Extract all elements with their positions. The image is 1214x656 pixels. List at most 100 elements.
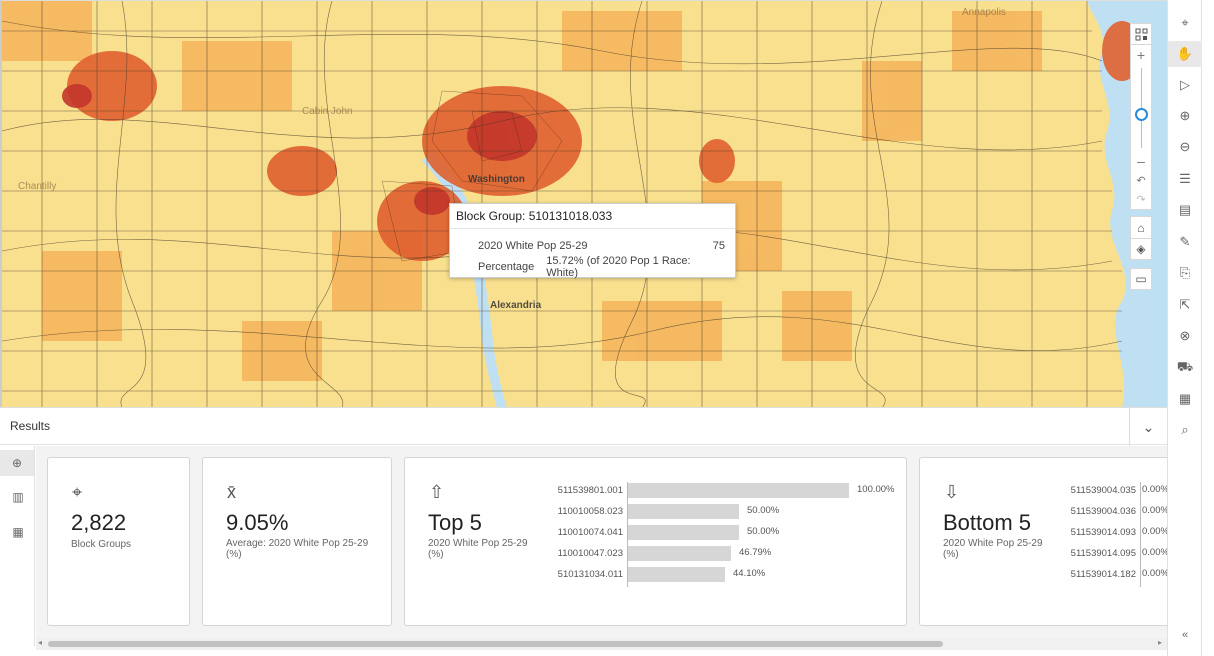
bar-value: 100.00%	[857, 484, 895, 495]
zoom-out-icon[interactable]: ⊖	[1179, 139, 1191, 154]
top5-bars: 511539801.001 100.00% 110010058.023 50.00% 1…	[555, 482, 900, 587]
zoom-in-icon[interactable]: ⊕	[1179, 108, 1191, 123]
count-caption: Block Groups	[71, 539, 132, 550]
zoom-slider[interactable]: + – ↶ ↷	[1130, 45, 1152, 210]
legend-icon[interactable]: ☰	[1179, 171, 1191, 186]
map-label-alexandria: Alexandria	[490, 300, 542, 311]
map-label-annapolis: Annapolis	[962, 7, 1006, 18]
bar-value: 0.00%	[1142, 505, 1167, 516]
bar-row[interactable]: 511539004.036 0.00%	[1068, 503, 1167, 524]
popup-title: Block Group: 510131018.033	[450, 204, 735, 229]
scroll-right-icon[interactable]: ▸	[1158, 638, 1163, 647]
bar-label: 511539014.182	[1070, 569, 1136, 580]
top5-caption: 2020 White Pop 25-29 (%)	[428, 538, 528, 560]
popup-row-label: Percentage	[478, 260, 535, 273]
clear-icon[interactable]: ⊗	[1179, 328, 1191, 343]
bar-value: 0.00%	[1142, 568, 1167, 579]
popup-row-label: 2020 White Pop 25-29	[478, 239, 588, 252]
bottom5-caption: 2020 White Pop 25-29 (%)	[943, 538, 1043, 560]
popup-row-value: 15.72% (of 2020 Pop 1 Race: White)	[546, 254, 691, 279]
popup-row-value: 75	[712, 239, 725, 252]
bar-label: 511539004.036	[1070, 506, 1136, 517]
bottom5-bars: 511539004.035 0.00% 511539004.036 0.00% 5115…	[1068, 482, 1167, 587]
screen-icon[interactable]: ▭	[1130, 268, 1152, 290]
bar-row[interactable]: 511539801.001 100.00%	[555, 482, 900, 503]
results-side-tools: ⊕ ▥ ▦	[0, 446, 35, 646]
map-label-washington: Washington	[468, 174, 525, 185]
bar-row[interactable]: 510131034.011 44.10%	[555, 566, 900, 587]
locate-icon[interactable]: ◈	[1130, 238, 1152, 260]
measure-icon[interactable]: ▤	[1178, 202, 1192, 217]
map-query-icon[interactable]: ⌕	[1181, 422, 1189, 437]
pan-hand-icon[interactable]: ✋	[1168, 41, 1202, 67]
arrow-up-icon: ⇧	[429, 482, 445, 502]
block-groups-icon: ⌖	[72, 482, 83, 502]
bar-label: 511539014.093	[1070, 527, 1136, 538]
style-icon[interactable]: ✎	[1179, 234, 1191, 249]
bar-row[interactable]: 511539014.093 0.00%	[1068, 524, 1167, 545]
zoom-out-button[interactable]: –	[1137, 153, 1145, 169]
bar	[628, 483, 849, 498]
table-icon[interactable]: ▦	[1178, 391, 1192, 406]
qr-icon[interactable]	[1130, 23, 1152, 45]
results-header: Results ⌄	[0, 407, 1167, 446]
select-arrow-icon[interactable]: ▷	[1180, 77, 1190, 92]
map-label-chantilly: Chantilly	[18, 181, 57, 192]
zoom-knob[interactable]	[1134, 108, 1148, 121]
bar	[628, 546, 731, 561]
zoom-in-button[interactable]: +	[1136, 47, 1146, 63]
bar-label: 110010047.023	[557, 548, 623, 559]
bar-label: 511539004.035	[1070, 485, 1136, 496]
mean-icon: x̄	[227, 482, 236, 502]
map-controls: + – ↶ ↷ ⌂ ◈ ▭	[1130, 23, 1154, 290]
collapse-results-button[interactable]: ⌄	[1129, 408, 1167, 446]
bar-value: 0.00%	[1142, 547, 1167, 558]
bar-axis	[627, 482, 628, 587]
drive-time-icon[interactable]: ⛟	[1176, 359, 1194, 374]
table-tab-icon[interactable]: ▦	[12, 525, 24, 539]
bar-row[interactable]: 511539014.182 0.00%	[1068, 566, 1167, 587]
scrollbar-thumb[interactable]	[48, 641, 943, 647]
chart-tab-icon[interactable]: ▥	[12, 490, 24, 504]
bar-axis	[1140, 482, 1141, 587]
bar-row[interactable]: 110010047.023 46.79%	[555, 545, 900, 566]
bar	[628, 567, 725, 582]
bar-value: 46.79%	[739, 547, 772, 558]
pin-icon[interactable]: ⌖	[1181, 15, 1189, 30]
popup-row: 2020 White Pop 25-29 75	[450, 235, 735, 256]
summary-tab-icon[interactable]: ⊕	[0, 450, 34, 476]
map-view[interactable]: Washington Alexandria Annapolis Chantill…	[0, 0, 1167, 407]
share-icon[interactable]: ⇱	[1179, 297, 1191, 312]
zoom-rail[interactable]	[1134, 68, 1148, 148]
undo-icon[interactable]: ↶	[1136, 175, 1146, 187]
bar	[628, 525, 739, 540]
bar-row[interactable]: 511539014.095 0.00%	[1068, 545, 1167, 566]
map-label-cabin-john: Cabin John	[302, 106, 353, 117]
redo-icon[interactable]: ↷	[1136, 194, 1146, 206]
bar-value: 0.00%	[1142, 484, 1167, 495]
bar-row[interactable]: 511539004.035 0.00%	[1068, 482, 1167, 503]
choropleth-map	[2, 1, 1167, 407]
bar-row[interactable]: 110010058.023 50.00%	[555, 503, 900, 524]
feature-popup: Block Group: 510131018.033 2020 White Po…	[449, 203, 736, 279]
bottom5-card: ⇩ Bottom 5 2020 White Pop 25-29 (%) 5115…	[919, 457, 1167, 626]
count-value: 2,822	[71, 510, 127, 535]
expand-panel-icon[interactable]: «	[1181, 629, 1189, 641]
export-icon[interactable]: ⎘	[1179, 265, 1191, 280]
bar	[628, 504, 739, 519]
home-icon[interactable]: ⌂	[1130, 216, 1152, 238]
arrow-down-icon: ⇩	[944, 482, 960, 502]
bar-row[interactable]: 110010074.041 50.00%	[555, 524, 900, 545]
bar-label: 110010058.023	[557, 506, 623, 517]
popup-row: Percentage 15.72% (of 2020 Pop 1 Race: W…	[450, 254, 735, 279]
scroll-left-icon[interactable]: ◂	[38, 638, 43, 647]
bar-value: 0.00%	[1142, 526, 1167, 537]
bar-value: 50.00%	[747, 526, 780, 537]
bar-label: 511539014.095	[1070, 548, 1136, 559]
bar-value: 50.00%	[747, 505, 780, 516]
average-card: x̄ 9.05% Average: 2020 White Pop 25-29 (…	[202, 457, 392, 626]
results-panel: ⌖ 2,822 Block Groups x̄ 9.05% Average: 2…	[36, 446, 1167, 638]
top5-card: ⇧ Top 5 2020 White Pop 25-29 (%) 5115398…	[404, 457, 907, 626]
results-scrollbar[interactable]: ◂ ▸	[36, 638, 1167, 650]
